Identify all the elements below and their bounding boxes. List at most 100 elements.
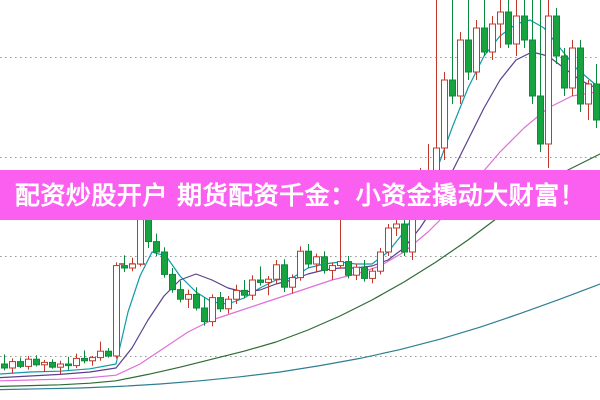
candle bbox=[401, 216, 408, 256]
ad-banner-text: 配资炒股开户 期货配资千金：小资金撬动大财富！ bbox=[14, 180, 586, 210]
candle bbox=[265, 276, 272, 296]
candle bbox=[321, 251, 328, 274]
candle bbox=[569, 40, 576, 96]
candle bbox=[169, 268, 176, 293]
candle bbox=[537, 0, 544, 152]
candle bbox=[41, 360, 48, 372]
candle-body bbox=[337, 261, 344, 267]
candle-body bbox=[369, 270, 376, 279]
candle-body bbox=[1, 363, 8, 369]
candle-body bbox=[49, 361, 56, 368]
candle-body bbox=[465, 39, 472, 73]
candle-body bbox=[17, 361, 24, 367]
candle-body bbox=[209, 297, 216, 323]
candle-body bbox=[297, 250, 304, 279]
candle-body bbox=[553, 15, 560, 57]
candle bbox=[441, 72, 448, 160]
candle bbox=[313, 253, 320, 272]
candle bbox=[177, 280, 184, 303]
candle bbox=[505, 0, 512, 48]
candle-body bbox=[561, 55, 568, 89]
candle-body bbox=[257, 279, 264, 283]
candle bbox=[161, 247, 168, 278]
candle bbox=[81, 350, 88, 364]
candle-body bbox=[545, 15, 552, 145]
candle bbox=[273, 260, 280, 284]
candle-body bbox=[273, 264, 280, 280]
candle bbox=[121, 255, 128, 272]
candle bbox=[49, 359, 56, 369]
candle bbox=[449, 0, 456, 104]
candle-body bbox=[345, 261, 352, 276]
candle-body bbox=[241, 289, 248, 296]
candle bbox=[561, 48, 568, 96]
candle-body bbox=[57, 363, 64, 368]
candle-body bbox=[129, 263, 136, 269]
candle bbox=[193, 287, 200, 311]
candle bbox=[481, 0, 488, 56]
candle-body bbox=[593, 83, 600, 121]
candle-body bbox=[81, 357, 88, 362]
candle-body bbox=[537, 95, 544, 145]
candle bbox=[233, 284, 240, 304]
candle-body bbox=[225, 298, 232, 310]
candle bbox=[473, 20, 480, 80]
candle-body bbox=[489, 23, 496, 53]
candle bbox=[57, 360, 64, 375]
candle-body bbox=[193, 293, 200, 309]
candle-body bbox=[9, 361, 16, 369]
candle bbox=[553, 8, 560, 64]
candle bbox=[185, 289, 192, 308]
candle bbox=[25, 356, 32, 370]
candle bbox=[249, 275, 256, 300]
candle-body bbox=[73, 357, 80, 367]
candle-body bbox=[353, 266, 360, 276]
candle bbox=[209, 294, 216, 327]
candle-body bbox=[217, 297, 224, 310]
candle bbox=[329, 262, 336, 280]
candle bbox=[97, 341, 104, 361]
candle bbox=[585, 80, 592, 120]
candle-body bbox=[201, 307, 208, 323]
candle bbox=[489, 16, 496, 60]
candle-body bbox=[497, 11, 504, 25]
candle bbox=[457, 32, 464, 104]
candle bbox=[1, 354, 8, 371]
candle bbox=[17, 357, 24, 368]
candle bbox=[497, 0, 504, 48]
candle bbox=[577, 40, 584, 112]
candle bbox=[241, 280, 248, 299]
candle-body bbox=[265, 278, 272, 283]
candle bbox=[225, 296, 232, 314]
candle-body bbox=[329, 265, 336, 271]
candle-body bbox=[513, 15, 520, 45]
candle bbox=[33, 355, 40, 367]
candle-body bbox=[65, 363, 72, 367]
candle-body bbox=[97, 350, 104, 359]
candle-body bbox=[393, 223, 400, 229]
candle-body bbox=[41, 361, 48, 366]
candle-body bbox=[481, 27, 488, 53]
candle-body bbox=[185, 293, 192, 300]
candle-body bbox=[529, 39, 536, 97]
candle bbox=[65, 356, 72, 371]
candle bbox=[217, 292, 224, 312]
candle-body bbox=[321, 256, 328, 271]
candle bbox=[385, 224, 392, 256]
candle bbox=[521, 0, 528, 48]
candle bbox=[377, 248, 384, 275]
candle-body bbox=[377, 251, 384, 272]
candlestick-series bbox=[1, 0, 600, 375]
candle-body bbox=[473, 27, 480, 73]
candle-body bbox=[505, 11, 512, 45]
candle-body bbox=[585, 83, 592, 105]
candle-body bbox=[441, 79, 448, 149]
candle bbox=[129, 257, 136, 272]
candle-body bbox=[33, 358, 40, 366]
ad-banner[interactable]: 配资炒股开户 期货配资千金：小资金撬动大财富！ bbox=[0, 170, 600, 220]
candle bbox=[9, 358, 16, 374]
candle bbox=[545, 0, 552, 168]
candle bbox=[105, 348, 112, 358]
candle bbox=[281, 259, 288, 292]
candle bbox=[257, 266, 264, 286]
